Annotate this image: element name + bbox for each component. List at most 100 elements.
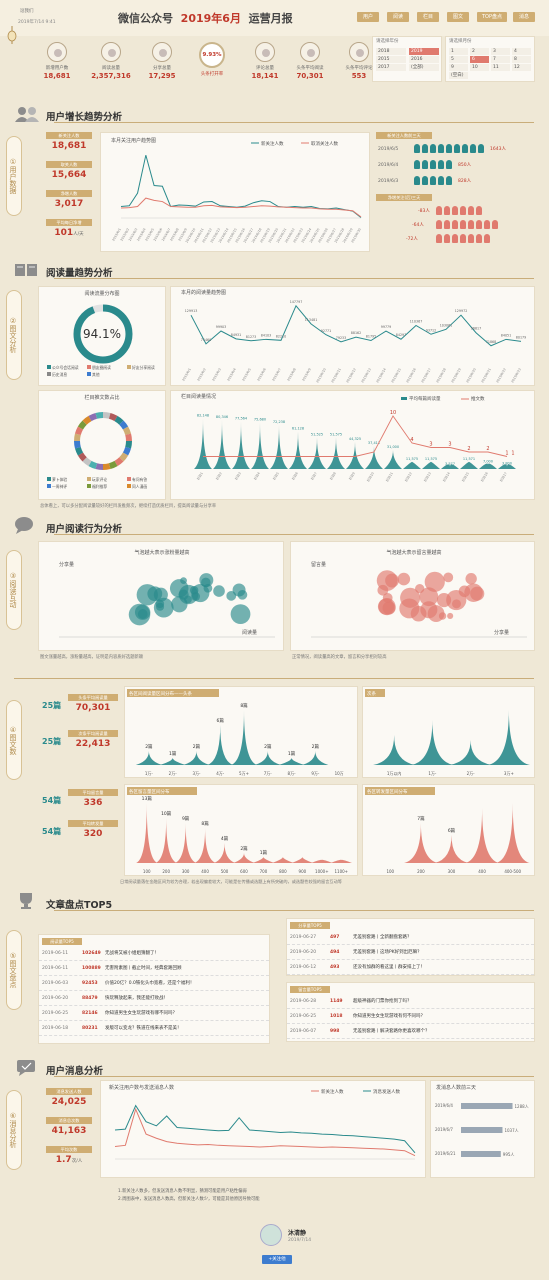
x-tick-label: 2019/6/10	[315, 368, 327, 384]
nav-user[interactable]: 用户	[357, 12, 379, 22]
month-option[interactable]: 5	[449, 56, 468, 63]
icon-glyph	[356, 49, 364, 57]
count-label: 2	[486, 446, 489, 452]
dist-mark	[254, 751, 281, 765]
table-row[interactable]: 2019-06-27 497 无差别套路丨全新翻盘套路？	[287, 931, 534, 945]
month-option[interactable]: 2	[470, 48, 489, 55]
data-label: 80179	[516, 335, 527, 339]
book-icon	[15, 264, 37, 276]
table-row[interactable]: 2019-06-03 92453 价值20亿？0.0铁化头巾宽看，还是个福利！	[39, 977, 269, 991]
month-option[interactable]: 9	[449, 64, 468, 71]
row-title: 发版可以变龙？铁道在线来表不是美！	[105, 1026, 182, 1031]
x-tick-label: 400	[201, 869, 209, 874]
kpi-value: 9.93%	[202, 52, 222, 58]
x-tick-label: 100	[143, 869, 151, 874]
x-tick-label: 栏目13	[422, 471, 432, 483]
month-option[interactable]: 6	[470, 56, 489, 63]
column-mark	[232, 421, 250, 469]
pie-slice	[82, 457, 92, 467]
table-row[interactable]: 2019-06-11 100889 无害附素图丨截止时间，经典套路回顾	[39, 962, 269, 976]
x-tick-label: 2019/6/1	[111, 228, 122, 242]
year-option[interactable]: 2016	[409, 56, 439, 63]
count-label: 1	[511, 451, 514, 457]
table-row[interactable]: 2019-06-07 998 无差别套路丨解决套路你更喜欢哪个？	[287, 1025, 534, 1039]
chart-title: 阅读流量分布图	[84, 291, 120, 297]
month-option[interactable]: 10	[470, 64, 489, 71]
year-option[interactable]: 2015	[376, 56, 406, 63]
table-row[interactable]: 2019-06-28 1149 超级神器的门票你抢到了吗？	[287, 995, 534, 1009]
x-tick-label: 500	[221, 869, 229, 874]
nav-read[interactable]: 阅读	[387, 12, 409, 22]
row-title: 你知道男生女生玩游戏有哪不同吗？	[105, 1011, 177, 1016]
read-ring-chart: 阅读流量分布图 94.1% 公众号会话阅读 朋友圈阅读 好友分享阅读 历史消息 其他	[38, 286, 166, 386]
nav-top[interactable]: TOP盘点	[477, 12, 507, 22]
bubble	[230, 604, 251, 624]
data-label: 44,325	[349, 437, 361, 441]
share-icon	[152, 42, 172, 62]
x-tick-label: 200	[162, 869, 170, 874]
pie-slice	[74, 446, 84, 456]
table-row[interactable]: 2019-06-20 494 无差别套路丨这场PK好到出厄嘛？	[287, 946, 534, 960]
nav-article[interactable]: 图文	[447, 12, 469, 22]
nav-column[interactable]: 栏目	[417, 12, 439, 22]
follow-button[interactable]: +关注他	[262, 1255, 292, 1264]
x-tick-label: 2019/6/12	[201, 228, 213, 244]
person-icon	[468, 234, 474, 243]
x-tick-label: 2019/6/12	[345, 368, 357, 384]
column-mark	[327, 437, 345, 469]
data-label: 99779	[381, 325, 392, 329]
table-row[interactable]: 2019-06-25 1018 你知道男生女生玩游戏有何不同吗？	[287, 1010, 534, 1024]
x-tick-label: 2019/6/20	[267, 228, 279, 244]
table-row[interactable]: 2019-06-12 493 还没有加群的看这里丨群安排上了！	[287, 961, 534, 975]
series-line-0	[120, 155, 362, 219]
column-mark	[213, 419, 231, 469]
year-picker[interactable]: 请选择年份 2018 2019 2015 2016 2017 (全部)	[372, 36, 442, 82]
year-option[interactable]: 2017	[376, 64, 406, 71]
year-option[interactable]: 2019	[409, 48, 439, 55]
count-label: 10	[390, 410, 396, 416]
stat-label: 平均转发量	[68, 820, 118, 827]
dist-mark	[155, 818, 177, 863]
person-icon	[444, 220, 450, 229]
table-row[interactable]: 2019-06-11 102649 无战将又被小姐姐猜翻了！	[39, 947, 269, 961]
year-option[interactable]: (全部)	[409, 64, 439, 71]
person-icon	[478, 144, 484, 153]
table-row[interactable]: 2019-06-18 80231 发版可以变龙？铁道在线来表不是美！	[39, 1022, 269, 1036]
kpi-card: 分享总量 17,295	[137, 42, 187, 80]
data-label: 82,148	[197, 414, 209, 418]
row-date: 2019-06-20	[42, 996, 69, 1001]
x-tick-label: 8万-	[288, 771, 297, 776]
data-label: 72,238	[273, 420, 285, 424]
data-label: 147797	[290, 300, 303, 304]
month-option[interactable]: 3	[491, 48, 510, 55]
x-tick-label: 2019/6/16	[234, 228, 246, 244]
x-tick-label: 400	[478, 869, 486, 874]
dist-chart-comment: 各区留言量区间分布 100 200 300 400 500 600 700 800 900 1000…	[124, 784, 358, 876]
table-row[interactable]: 2019-06-20 88479 快玩释放起来，我还能打败战！	[39, 992, 269, 1006]
month-option[interactable]: 8	[512, 56, 531, 63]
kpi-card: 阅读总量 2,357,316	[86, 42, 136, 80]
avatar[interactable]	[260, 1224, 282, 1246]
month-picker[interactable]: 请选择月份 1 2 3 4 5 6 7 8 9 10 11 12 (空白)	[445, 36, 535, 82]
x-tick-label: 栏目10	[365, 471, 375, 483]
bubble	[458, 585, 471, 598]
month-option[interactable]: 1	[449, 48, 468, 55]
data-label: 110367	[410, 319, 423, 323]
bar	[461, 1103, 513, 1109]
stat-value: 101人/天	[54, 228, 84, 238]
page-title: 微信公众号 2019年6月 运营月报	[118, 12, 293, 25]
month-option[interactable]: 11	[491, 64, 510, 71]
x-tick-label: 3万+	[504, 771, 514, 776]
nav-message[interactable]: 消息	[513, 12, 535, 22]
table-row[interactable]: 2019-06-25 82146 你知道男生女生玩游戏有哪不同吗？	[39, 1007, 269, 1021]
stat-label: 平均次数	[46, 1146, 92, 1153]
month-option[interactable]: 12	[512, 64, 531, 71]
year-option[interactable]: 2018	[376, 48, 406, 55]
month-option[interactable]: (空白)	[449, 72, 468, 79]
data-label: 2篇	[193, 743, 201, 750]
month-option[interactable]: 4	[512, 48, 531, 55]
person-icon	[468, 220, 474, 229]
pie-slice	[95, 463, 104, 470]
month-option[interactable]: 7	[491, 56, 510, 63]
